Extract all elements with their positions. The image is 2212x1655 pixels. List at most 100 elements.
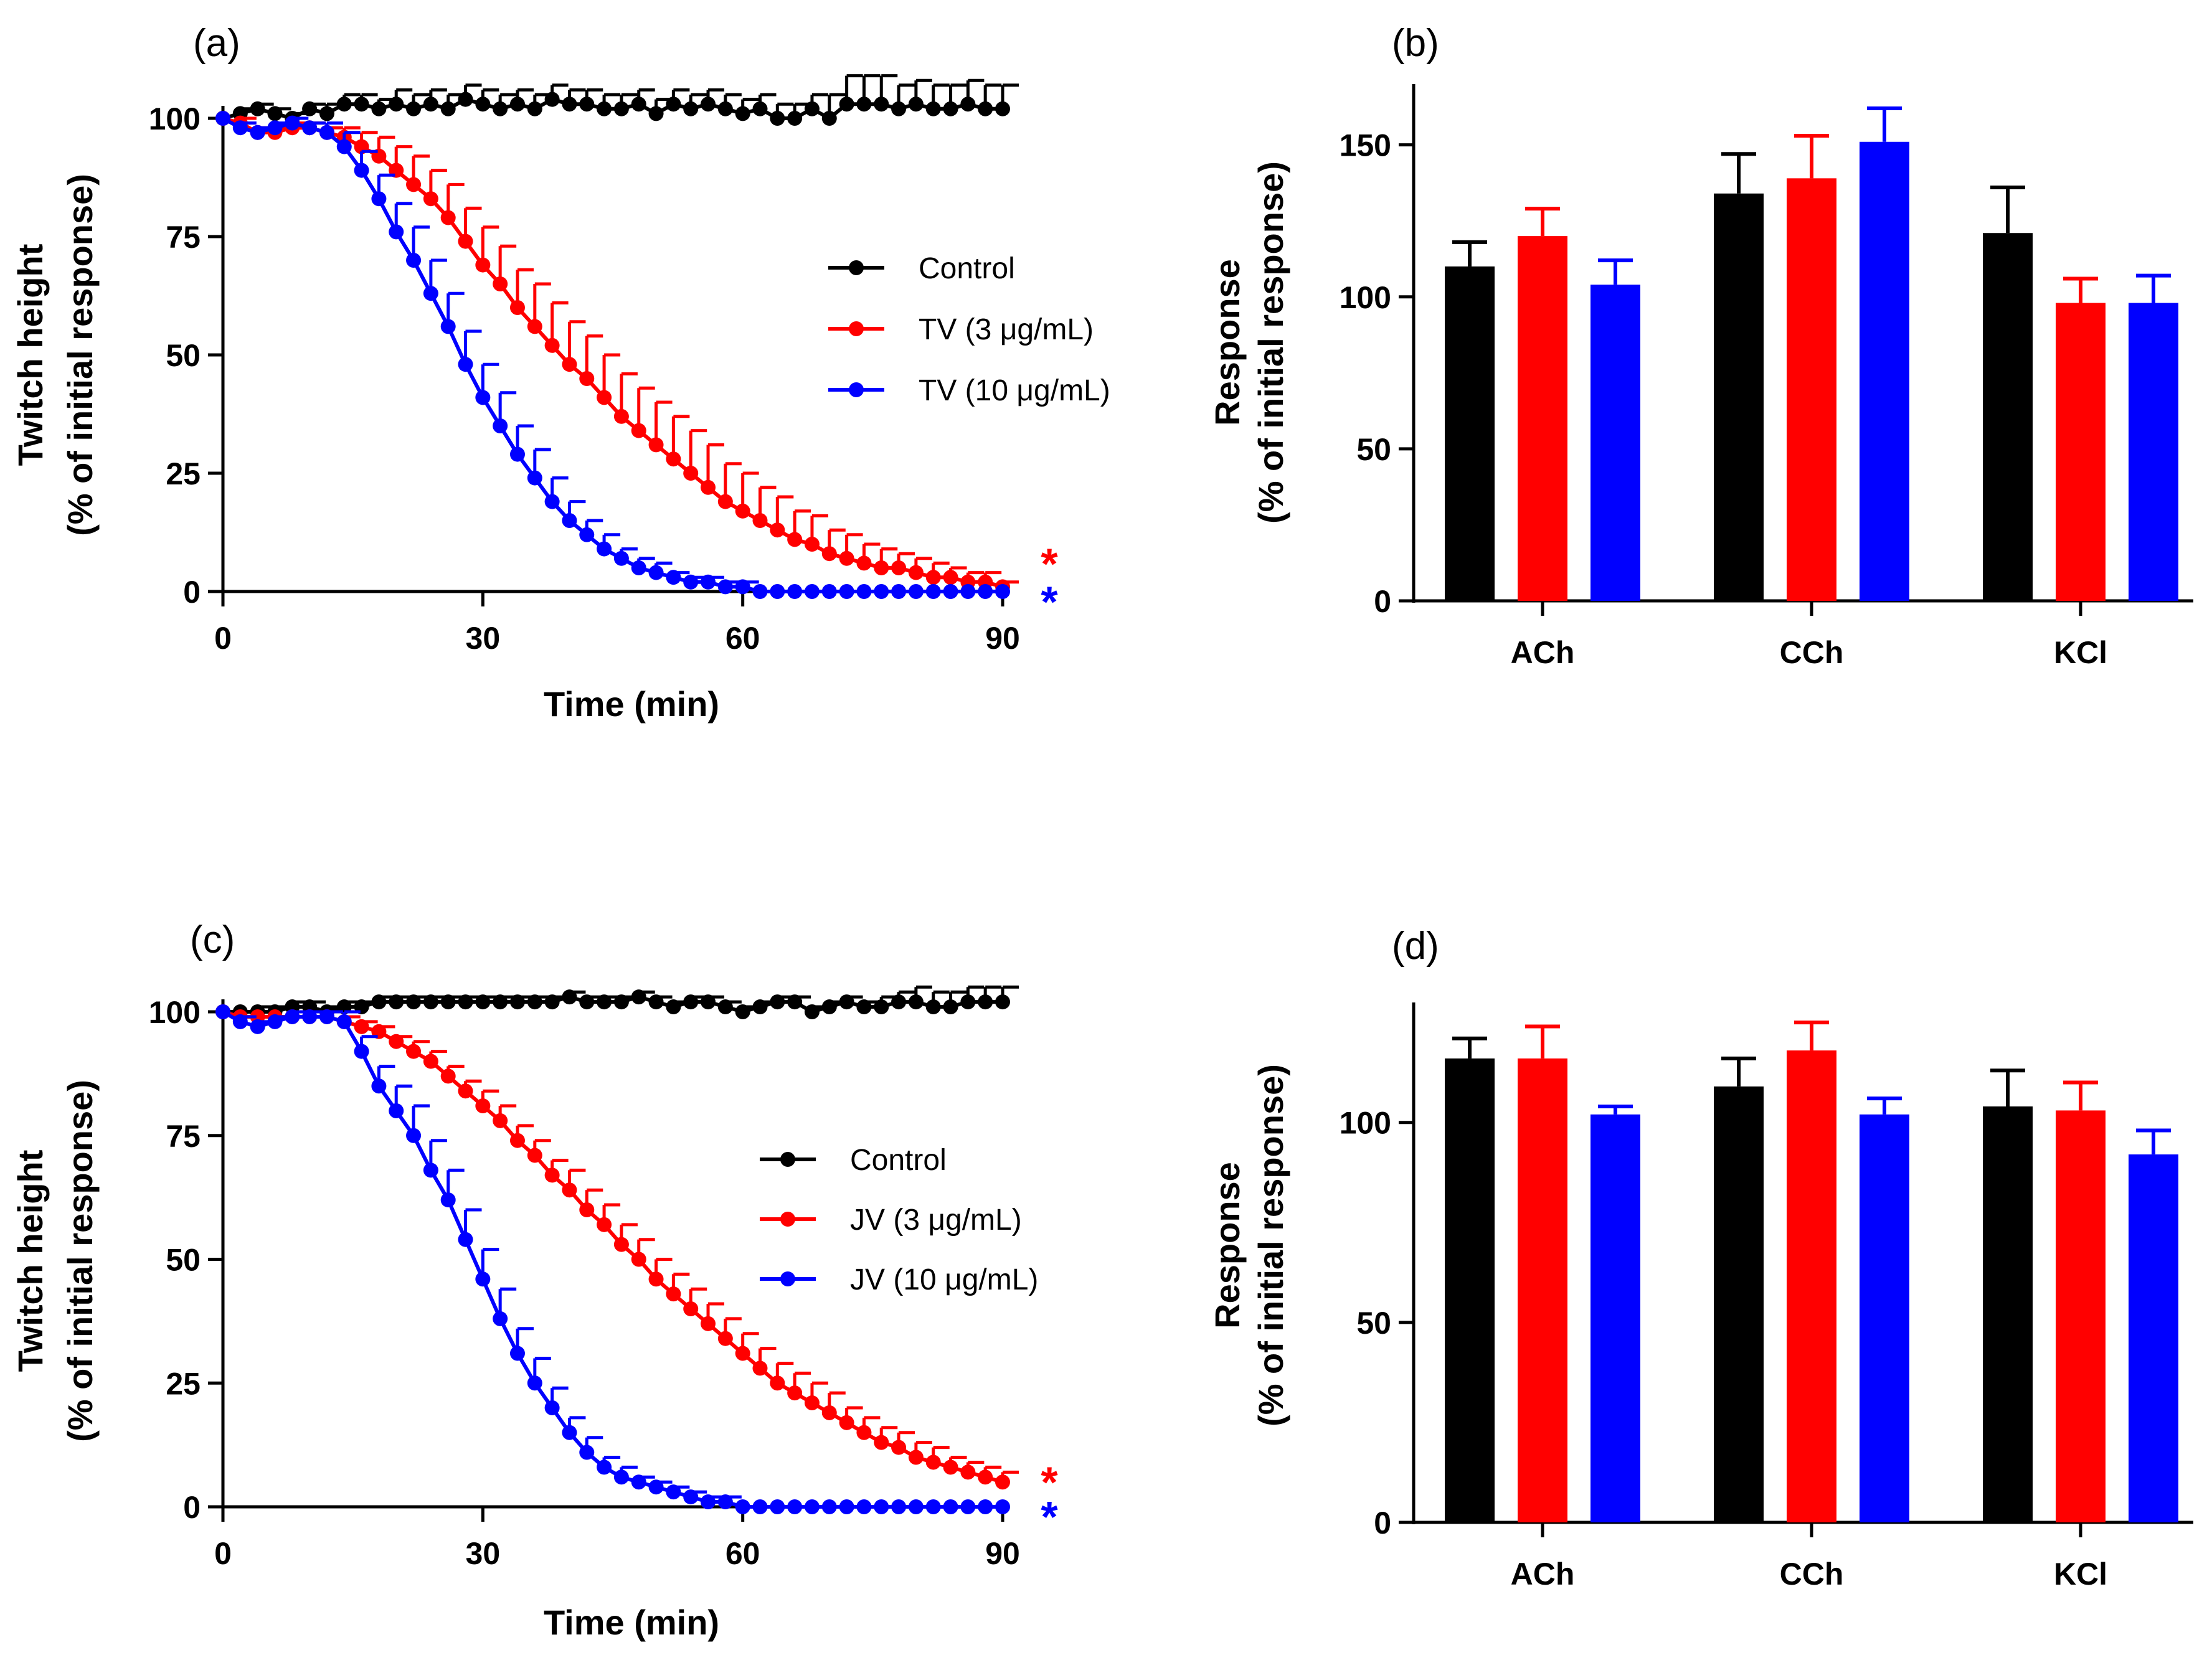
series-3 <box>215 111 1010 599</box>
data-point <box>787 1385 803 1401</box>
data-point <box>770 111 785 126</box>
data-point <box>475 390 491 405</box>
series-3 <box>215 1004 1010 1514</box>
data-point <box>371 101 387 116</box>
data-point <box>319 106 334 121</box>
panel-label: (b) <box>1392 22 1439 65</box>
data-point <box>856 555 872 571</box>
data-point <box>493 1113 508 1128</box>
data-point <box>389 994 404 1010</box>
data-point <box>666 1484 681 1500</box>
legend-label: Control <box>850 1144 947 1177</box>
data-point <box>908 994 924 1010</box>
data-point <box>562 1425 577 1440</box>
data-point <box>925 570 941 585</box>
data-point <box>925 101 941 116</box>
data-point <box>527 470 542 486</box>
data-point <box>891 1440 907 1455</box>
data-point <box>648 565 664 580</box>
data-point <box>648 106 664 121</box>
bar-KCl-2 <box>2056 303 2106 601</box>
bar-CCh-2 <box>1787 1050 1836 1522</box>
series-line <box>222 97 1003 121</box>
data-point <box>925 1455 941 1470</box>
data-point <box>544 1400 560 1415</box>
y-tick-label: 0 <box>183 1490 201 1525</box>
data-point <box>908 565 924 580</box>
legend-label: TV (3 μg/mL) <box>919 313 1094 346</box>
data-point <box>735 1499 750 1514</box>
data-point <box>995 101 1010 116</box>
bar-CCh-1 <box>1714 193 1764 601</box>
data-point <box>354 163 369 178</box>
data-point <box>544 994 560 1010</box>
data-point <box>821 1499 837 1514</box>
category-label: CCh <box>1780 1557 1844 1591</box>
data-point <box>562 1182 577 1198</box>
data-point <box>995 584 1010 599</box>
data-point <box>701 994 716 1010</box>
data-point <box>856 584 872 599</box>
data-point <box>597 101 612 116</box>
data-point <box>579 1202 595 1217</box>
data-point <box>475 1098 491 1114</box>
category-label: ACh <box>1511 635 1575 670</box>
bar-CCh-2 <box>1787 178 1836 601</box>
data-point <box>752 999 768 1015</box>
legend-marker <box>780 1271 795 1286</box>
data-point <box>493 276 508 291</box>
y-axis-label: Response <box>1208 1162 1247 1329</box>
legend-marker <box>780 1212 795 1227</box>
series-line <box>222 116 1003 589</box>
data-point <box>752 1499 768 1514</box>
data-point <box>666 570 681 585</box>
data-point <box>804 1004 820 1019</box>
y-tick-label: 25 <box>166 456 201 491</box>
bar-KCl-1 <box>1983 1106 2033 1522</box>
data-point <box>856 1499 872 1514</box>
legend-marker <box>849 260 864 275</box>
data-point <box>717 579 733 595</box>
data-point <box>943 1459 958 1475</box>
y-axis-label: Response <box>1208 259 1247 426</box>
data-point <box>527 1148 542 1163</box>
data-point <box>874 1499 889 1514</box>
data-point <box>440 319 456 334</box>
data-point <box>787 584 803 599</box>
data-point <box>406 177 422 192</box>
data-point <box>336 1014 352 1029</box>
data-point <box>666 97 681 112</box>
data-point <box>770 1499 785 1514</box>
y-tick-label: 100 <box>1340 280 1391 315</box>
data-point <box>354 97 369 112</box>
data-point <box>908 97 924 112</box>
data-point <box>701 1494 716 1510</box>
data-point <box>666 451 681 467</box>
y-axis-label: Twitch height <box>11 1150 50 1372</box>
y-axis-label: (% of initial response) <box>60 1080 100 1442</box>
data-point <box>631 1474 646 1490</box>
data-point <box>389 97 404 112</box>
data-point <box>544 337 560 353</box>
x-tick-label: 90 <box>985 621 1020 656</box>
data-point <box>458 233 473 249</box>
data-point <box>406 1044 422 1059</box>
data-point <box>943 101 958 116</box>
data-point <box>336 97 352 112</box>
data-point <box>493 994 508 1010</box>
data-point <box>735 579 750 595</box>
legend-label: Control <box>919 252 1015 285</box>
data-point <box>821 584 837 599</box>
series-1 <box>215 74 1019 126</box>
data-point <box>458 994 473 1010</box>
bar-CCh-3 <box>1860 1114 1909 1522</box>
data-point <box>493 418 508 433</box>
data-point <box>597 390 612 405</box>
data-point <box>701 479 716 495</box>
data-point <box>666 1286 681 1302</box>
data-point <box>683 466 699 481</box>
data-point <box>423 97 438 112</box>
data-point <box>717 101 733 116</box>
data-point <box>613 550 629 566</box>
data-point <box>770 1375 785 1391</box>
